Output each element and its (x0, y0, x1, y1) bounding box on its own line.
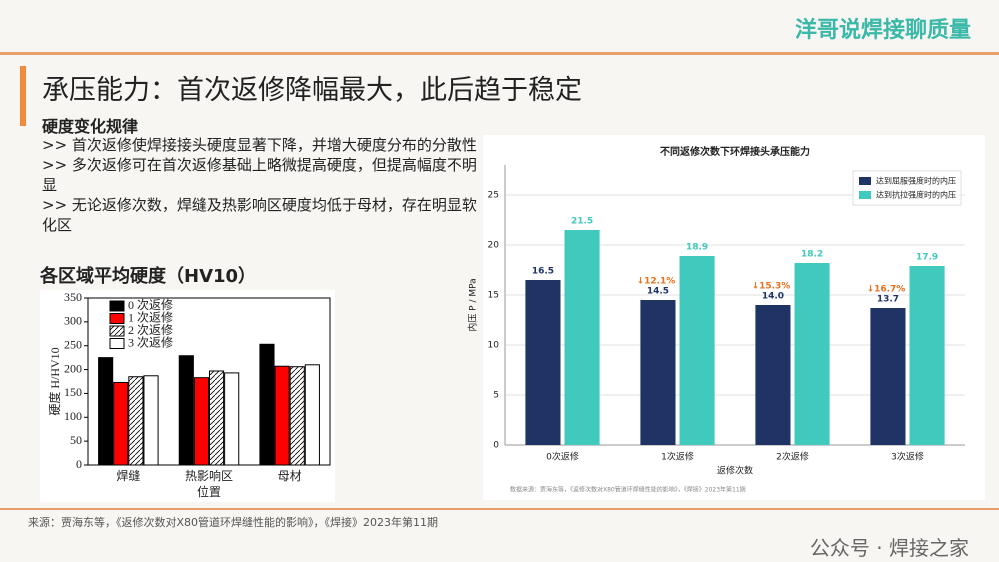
legend-label: 1 次返修 (128, 309, 173, 324)
bottom-rule (0, 508, 999, 510)
bar (909, 266, 945, 445)
drop-label: ↓15.3% (752, 282, 791, 292)
y-tick-label: 25 (488, 191, 499, 201)
source: 来源：贾海东等，《返修次数对X80管道环焊缝性能的影响》，《焊接》2023年第1… (28, 516, 439, 529)
value-label: 16.5 (532, 267, 554, 277)
x-tick-label: 热影响区 (185, 468, 233, 483)
y-tick-label: 15 (488, 291, 499, 301)
legend-label: 3 次返修 (128, 334, 173, 349)
title-bar (20, 66, 26, 126)
bar (870, 308, 906, 445)
x-tick-label: 焊缝 (116, 468, 140, 483)
bar (755, 305, 791, 445)
bullets: >> 首次返修使焊接接头硬度显著下降，并增大硬度分布的分散性 >> 多次返修可在… (42, 135, 477, 235)
bar (209, 370, 225, 466)
bullet: >> 无论返修次数，焊缝及热影响区硬度均低于母材，存在明显软化区 (42, 196, 477, 234)
drop-label: ↓16.7% (867, 285, 906, 295)
y-tick-label: 350 (64, 290, 82, 304)
bar (259, 343, 275, 466)
value-label: 14.5 (647, 287, 669, 297)
value-label: 18.2 (801, 250, 823, 260)
bar (794, 263, 830, 445)
legend-swatch (109, 313, 125, 324)
drop-label: ↓12.1% (637, 277, 676, 287)
y-tick-label: 0 (493, 441, 499, 451)
bar (304, 364, 320, 466)
x-axis-label: 位置 (197, 484, 221, 499)
bullet: >> 首次返修使焊接接头硬度显著下降，并增大硬度分布的分散性 (42, 136, 477, 154)
bar (525, 280, 561, 445)
legend-swatch (109, 338, 125, 349)
x-tick-label: 2次返修 (776, 451, 809, 463)
y-tick-label: 0 (76, 457, 82, 471)
y-tick-label: 5 (493, 391, 499, 401)
top-rule (0, 52, 999, 55)
bar (224, 372, 240, 466)
chart-title: 不同返修次数下环焊接头承压能力 (660, 145, 810, 158)
legend-box (852, 170, 962, 206)
y-tick-label: 150 (64, 385, 82, 399)
y-tick-label: 10 (488, 341, 500, 351)
bar (143, 375, 159, 466)
chart-title: 各区域平均硬度（HV10） (40, 266, 257, 287)
y-axis-label: 内压 P / MPa (467, 278, 479, 331)
legend-label: 达到屈服强度时的内压 (876, 176, 956, 186)
y-axis-label: 硬度 H/HV10 (47, 347, 62, 415)
bar (178, 355, 194, 466)
x-tick-label: 母材 (278, 469, 302, 483)
x-tick-label: 0次返修 (546, 451, 579, 463)
legend-label: 2 次返修 (128, 322, 173, 337)
y-tick-label: 50 (70, 433, 82, 447)
bar (679, 256, 715, 445)
y-tick-label: 250 (64, 337, 82, 351)
value-label: 14.0 (762, 292, 784, 302)
x-tick-label: 3次返修 (891, 451, 924, 463)
section-heading: 硬度变化规律 (42, 117, 139, 136)
legend-label: 达到抗拉强度时的内压 (876, 190, 956, 200)
x-axis-label: 返修次数 (717, 465, 753, 477)
y-tick-label: 100 (64, 409, 82, 423)
legend-swatch (859, 177, 871, 185)
bar (640, 300, 676, 445)
y-tick-label: 200 (64, 361, 82, 375)
value-label: 21.5 (571, 217, 593, 227)
y-tick-label: 20 (488, 241, 500, 251)
bar (128, 376, 144, 466)
y-tick-label: 300 (64, 314, 82, 328)
value-label: 13.7 (877, 295, 899, 305)
bar (193, 377, 209, 466)
legend-swatch (109, 300, 125, 312)
slide-title: 承压能力：首次返修降幅最大，此后趋于稳定 (42, 75, 582, 106)
x-tick-label: 1次返修 (661, 451, 694, 463)
value-label: 18.9 (686, 243, 708, 253)
watermark: 公众号 · 焊接之家 (809, 536, 969, 560)
legend-label: 0 次返修 (128, 297, 173, 312)
bar (564, 230, 600, 445)
bullet: >> 多次返修可在首次返修基础上略微提高硬度，但提高幅度不明显 (42, 156, 477, 194)
brand: 洋哥说焊接聊质量 (794, 18, 971, 43)
bar (274, 365, 290, 466)
bar (98, 357, 114, 466)
value-label: 17.9 (916, 253, 938, 263)
chart-source: 数据来源：贾海东等，《返修次数对X80管道环焊缝性能的影响》，《焊接》2023年… (510, 486, 746, 494)
legend-swatch (109, 325, 125, 337)
legend-swatch (859, 191, 871, 199)
bar (289, 366, 305, 466)
bar (113, 381, 129, 466)
